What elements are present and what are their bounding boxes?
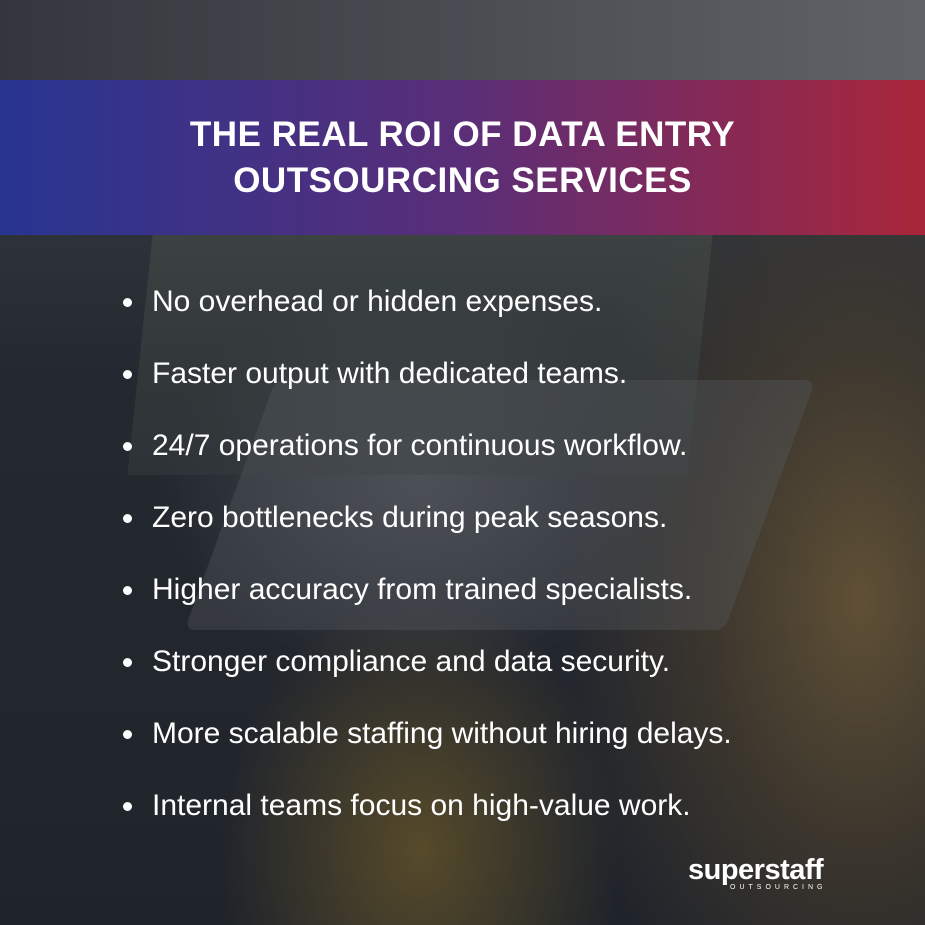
bullet-icon <box>123 513 132 523</box>
bullet-icon <box>123 369 132 379</box>
background-photo-top <box>0 0 925 80</box>
superstaff-logo: superstaff OUTSOURCING <box>688 854 827 892</box>
list-item-text: Faster output with dedicated teams. <box>152 357 628 390</box>
list-item-text: Zero bottlenecks during peak seasons. <box>152 501 668 534</box>
list-item: No overhead or hidden expenses. <box>120 266 732 338</box>
list-item: 24/7 operations for continuous workflow. <box>120 410 732 482</box>
bullet-icon <box>123 585 132 595</box>
list-item: Zero bottlenecks during peak seasons. <box>120 482 732 554</box>
benefits-list: No overhead or hidden expenses. Faster o… <box>120 266 732 842</box>
list-item-text: More scalable staffing without hiring de… <box>152 717 732 750</box>
bullet-icon <box>123 441 132 451</box>
bullet-icon <box>123 657 132 667</box>
list-item-text: Internal teams focus on high-value work. <box>152 789 691 822</box>
logo-wordmark: superstaff <box>688 854 824 886</box>
list-item-text: Higher accuracy from trained specialists… <box>152 573 693 606</box>
list-item: Stronger compliance and data security. <box>120 626 732 698</box>
bullet-icon <box>123 729 132 739</box>
list-item: Higher accuracy from trained specialists… <box>120 554 732 626</box>
bullet-icon <box>123 801 132 811</box>
logo-tagline: OUTSOURCING <box>730 884 827 891</box>
bullet-icon <box>123 297 132 307</box>
list-item-text: 24/7 operations for continuous workflow. <box>152 429 688 462</box>
page-title: THE REAL ROI OF DATA ENTRY OUTSOURCING S… <box>189 114 736 200</box>
list-item: Faster output with dedicated teams. <box>120 338 732 410</box>
list-item-text: No overhead or hidden expenses. <box>152 285 603 318</box>
title-banner: THE REAL ROI OF DATA ENTRY OUTSOURCING S… <box>0 80 925 235</box>
list-item: More scalable staffing without hiring de… <box>120 698 732 770</box>
list-item: Internal teams focus on high-value work. <box>120 770 732 842</box>
list-item-text: Stronger compliance and data security. <box>152 645 671 678</box>
